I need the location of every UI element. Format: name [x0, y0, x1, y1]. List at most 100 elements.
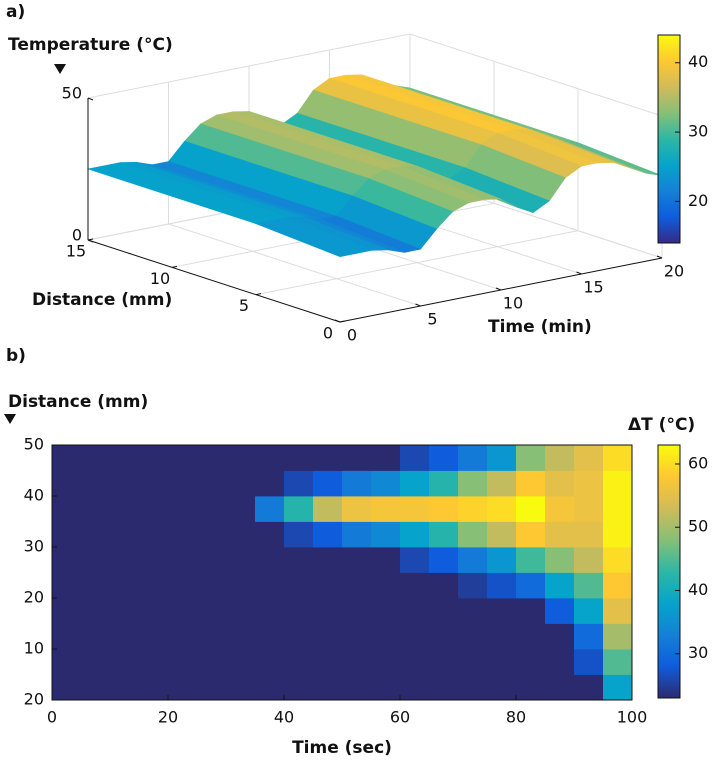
- heat-cell: [226, 547, 256, 573]
- heat-cell: [226, 470, 256, 497]
- heat-cell: [197, 470, 227, 497]
- x-tick: [576, 271, 582, 275]
- heat-cell: [516, 547, 546, 573]
- heat-cell: [371, 445, 401, 471]
- axis-line: [87, 239, 341, 323]
- heat-cell: [487, 572, 517, 599]
- colorbar-tick-label: 50: [688, 517, 708, 536]
- heat-cell: [400, 445, 430, 471]
- heat-cell: [110, 572, 140, 599]
- heat-cell: [197, 674, 227, 701]
- heat-cell: [487, 598, 517, 624]
- heat-cell: [168, 572, 198, 599]
- y-tick: [339, 320, 346, 323]
- heat-cell: [458, 521, 488, 548]
- heat-cell: [458, 445, 488, 471]
- y-tick-label: 10: [24, 639, 44, 658]
- y-tick-label: 5: [239, 296, 249, 315]
- x-tick: [495, 287, 502, 291]
- heat-cell: [52, 649, 82, 675]
- heat-cell: [226, 598, 256, 624]
- heat-cell: [110, 547, 140, 573]
- heat-cell: [516, 470, 546, 497]
- heat-cell: [603, 572, 633, 599]
- x-axis-label: Time (sec): [292, 738, 392, 758]
- x-tick-label: 40: [274, 708, 294, 727]
- heat-cell: [110, 623, 140, 650]
- z-tick: [87, 97, 94, 101]
- heat-cell: [139, 470, 169, 497]
- heat-cell: [400, 623, 430, 650]
- heat-cell: [313, 470, 343, 497]
- heat-cell: [603, 598, 633, 624]
- heat-cell: [313, 598, 343, 624]
- heat-cell: [603, 623, 633, 650]
- y-tick-label: 20: [24, 690, 44, 709]
- heat-cell: [255, 649, 285, 675]
- heat-cell: [284, 470, 314, 497]
- heat-cell: [429, 598, 459, 624]
- x-tick-label: 100: [617, 708, 648, 727]
- heat-cell: [197, 445, 227, 471]
- heat-cell: [313, 445, 343, 471]
- heat-cell: [342, 470, 372, 497]
- heat-cell: [255, 470, 285, 497]
- heat-cell: [545, 623, 575, 650]
- heat-cell: [574, 521, 604, 548]
- x-tick-label: 20: [158, 708, 178, 727]
- heat-cell: [458, 470, 488, 497]
- heat-cell: [197, 623, 227, 650]
- heat-cell: [545, 521, 575, 548]
- heat-cell: [429, 521, 459, 548]
- heat-cell: [603, 470, 633, 497]
- x-tick-label: 10: [503, 294, 523, 313]
- heat-cell: [139, 521, 169, 548]
- x-tick: [415, 303, 421, 307]
- colorbar: [657, 34, 681, 244]
- heat-cell: [342, 623, 372, 650]
- heat-cell: [458, 623, 488, 650]
- heat-cell: [429, 445, 459, 471]
- x-axis-label: Time (min): [488, 317, 592, 337]
- x-tick-label: 5: [427, 310, 437, 329]
- heat-cell: [516, 496, 546, 522]
- heat-cell: [226, 496, 256, 522]
- heat-cell: [516, 598, 546, 624]
- panel-label: a): [6, 2, 25, 22]
- heat-cell: [313, 623, 343, 650]
- heat-cell: [487, 496, 517, 522]
- heat-cell: [226, 521, 256, 548]
- heat-cell: [139, 623, 169, 650]
- heat-cell: [52, 598, 82, 624]
- heat-cell: [545, 470, 575, 497]
- heat-cell: [168, 623, 198, 650]
- heat-cell: [603, 496, 633, 522]
- heat-cell: [400, 598, 430, 624]
- heat-cell: [458, 496, 488, 522]
- z-tick-label: 0: [72, 226, 82, 245]
- y-axis-label: Distance (mm): [32, 290, 172, 310]
- heat-cell: [226, 445, 256, 471]
- x-tick-label: 60: [390, 708, 410, 727]
- heat-cell: [400, 521, 430, 548]
- heat-cell: [226, 572, 256, 599]
- heat-cell: [110, 496, 140, 522]
- panel-label: b): [6, 346, 26, 366]
- y-tick-label: 40: [24, 486, 44, 505]
- heat-cell: [342, 598, 372, 624]
- heat-cell: [429, 649, 459, 675]
- heat-cell: [168, 674, 198, 701]
- heat-cell: [371, 649, 401, 675]
- heat-cell: [458, 649, 488, 675]
- x-tick-label: 20: [664, 262, 684, 281]
- surface-patch: [254, 220, 358, 257]
- arrow: [54, 64, 66, 74]
- heat-cell: [603, 547, 633, 573]
- colorbar-tick-label: 30: [688, 122, 708, 141]
- heat-cell: [574, 547, 604, 573]
- heat-cell: [139, 598, 169, 624]
- heat-cell: [574, 598, 604, 624]
- heat-cell: [255, 445, 285, 471]
- heat-cell: [371, 521, 401, 548]
- x-tick-label: 15: [583, 278, 603, 297]
